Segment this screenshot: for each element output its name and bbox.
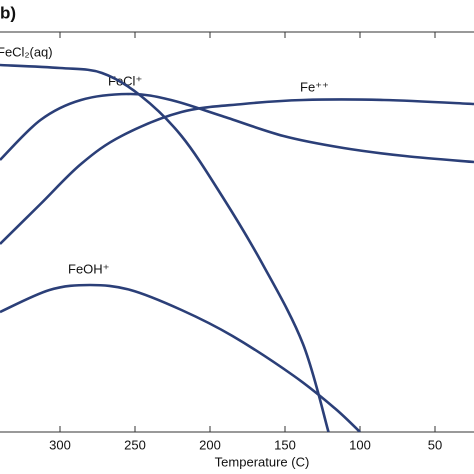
x-tick-label: 150 [274,437,296,452]
panel-label: b) [0,3,16,22]
x-tick-label: 200 [199,437,221,452]
series-label: FeCl⁺ [108,73,142,88]
series-label: Fe⁺⁺ [300,79,329,94]
series-label: FeCl₂(aq) [0,44,53,59]
series-line [0,283,361,432]
x-axis-title: Temperature (C) [215,454,310,469]
series-label: FeOH⁺ [68,261,110,276]
x-tick-label: 300 [49,437,71,452]
x-tick-label: 250 [124,437,146,452]
x-tick-label: 50 [428,437,442,452]
series-line [0,98,474,245]
x-tick-label: 100 [349,437,371,452]
series-line [0,63,330,432]
